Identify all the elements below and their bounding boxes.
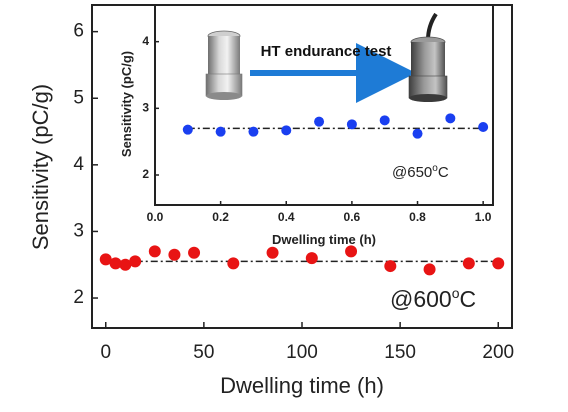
main-data-point xyxy=(227,257,240,270)
main-marks xyxy=(99,245,505,276)
main-x-tick-label: 50 xyxy=(193,342,214,363)
inset-x-tick-label: 0.6 xyxy=(344,210,361,224)
inset-ticks: 0.0 0.2 0.4 0.6 0.8 1.0 2 3 4 xyxy=(142,34,492,224)
inset-data-point xyxy=(215,126,226,137)
main-data-point xyxy=(266,246,279,259)
main-x-axis-label: Dwelling time (h) xyxy=(220,373,384,398)
inset-data-point xyxy=(281,125,292,136)
inset-x-axis-label: Dwelling time (h) xyxy=(272,232,376,247)
main-ticks: 0 50 100 150 200 2 3 4 5 6 xyxy=(73,21,514,363)
main-y-tick-label: 5 xyxy=(73,87,84,108)
inset-y-tick-label: 3 xyxy=(142,101,149,115)
inset-y-axis-label: Sensitivity (pC/g) xyxy=(119,51,134,157)
main-data-point xyxy=(384,260,397,273)
main-data-point xyxy=(129,255,142,268)
inset-x-tick-label: 0.4 xyxy=(278,210,295,224)
inset-data-point xyxy=(314,116,325,127)
inset-x-tick-label: 1.0 xyxy=(475,210,492,224)
main-y-tick-label: 4 xyxy=(73,154,84,175)
inset-plot-frame xyxy=(154,4,494,206)
sensor-after-image xyxy=(408,12,448,102)
main-x-tick-label: 100 xyxy=(286,342,318,363)
main-data-point xyxy=(109,257,122,270)
main-y-tick-label: 3 xyxy=(73,220,84,241)
inset-data-point xyxy=(445,113,456,124)
inset-marks xyxy=(182,113,489,139)
inset-data-point xyxy=(412,128,423,139)
main-data-point xyxy=(423,263,436,276)
main-y-tick-label: 2 xyxy=(73,287,84,308)
main-data-point xyxy=(492,257,505,270)
inset-y-tick-label: 2 xyxy=(142,167,149,181)
sensor-before-image xyxy=(205,30,243,100)
main-data-point xyxy=(119,258,132,271)
inset-x-tick-label: 0.0 xyxy=(147,210,164,224)
inset-data-point xyxy=(478,122,489,132)
inset-data-point xyxy=(248,126,259,137)
inset-data-point xyxy=(182,124,193,135)
main-data-point xyxy=(462,257,475,270)
main-data-point xyxy=(345,245,358,258)
main-x-tick-label: 0 xyxy=(100,342,111,363)
inset-temperature-annotation: @650oC xyxy=(392,163,449,181)
inset-y-tick-label: 4 xyxy=(142,34,149,48)
inset-data-point xyxy=(346,119,357,130)
main-y-axis-label: Sensitivity (pC/g) xyxy=(28,84,53,250)
endurance-test-label: HT endurance test xyxy=(261,43,392,60)
main-x-tick-label: 150 xyxy=(384,342,416,363)
main-data-point xyxy=(99,253,112,266)
inset-x-tick-label: 0.8 xyxy=(409,210,426,224)
main-data-point xyxy=(168,248,181,261)
inset-data-point xyxy=(379,115,390,126)
main-x-tick-label: 200 xyxy=(482,342,514,363)
main-y-tick-label: 6 xyxy=(73,21,84,42)
main-data-point xyxy=(148,245,161,258)
main-temperature-annotation: @600oC xyxy=(390,285,476,312)
main-data-point xyxy=(305,252,318,265)
inset-x-tick-label: 0.2 xyxy=(212,210,229,224)
main-data-point xyxy=(188,246,201,259)
